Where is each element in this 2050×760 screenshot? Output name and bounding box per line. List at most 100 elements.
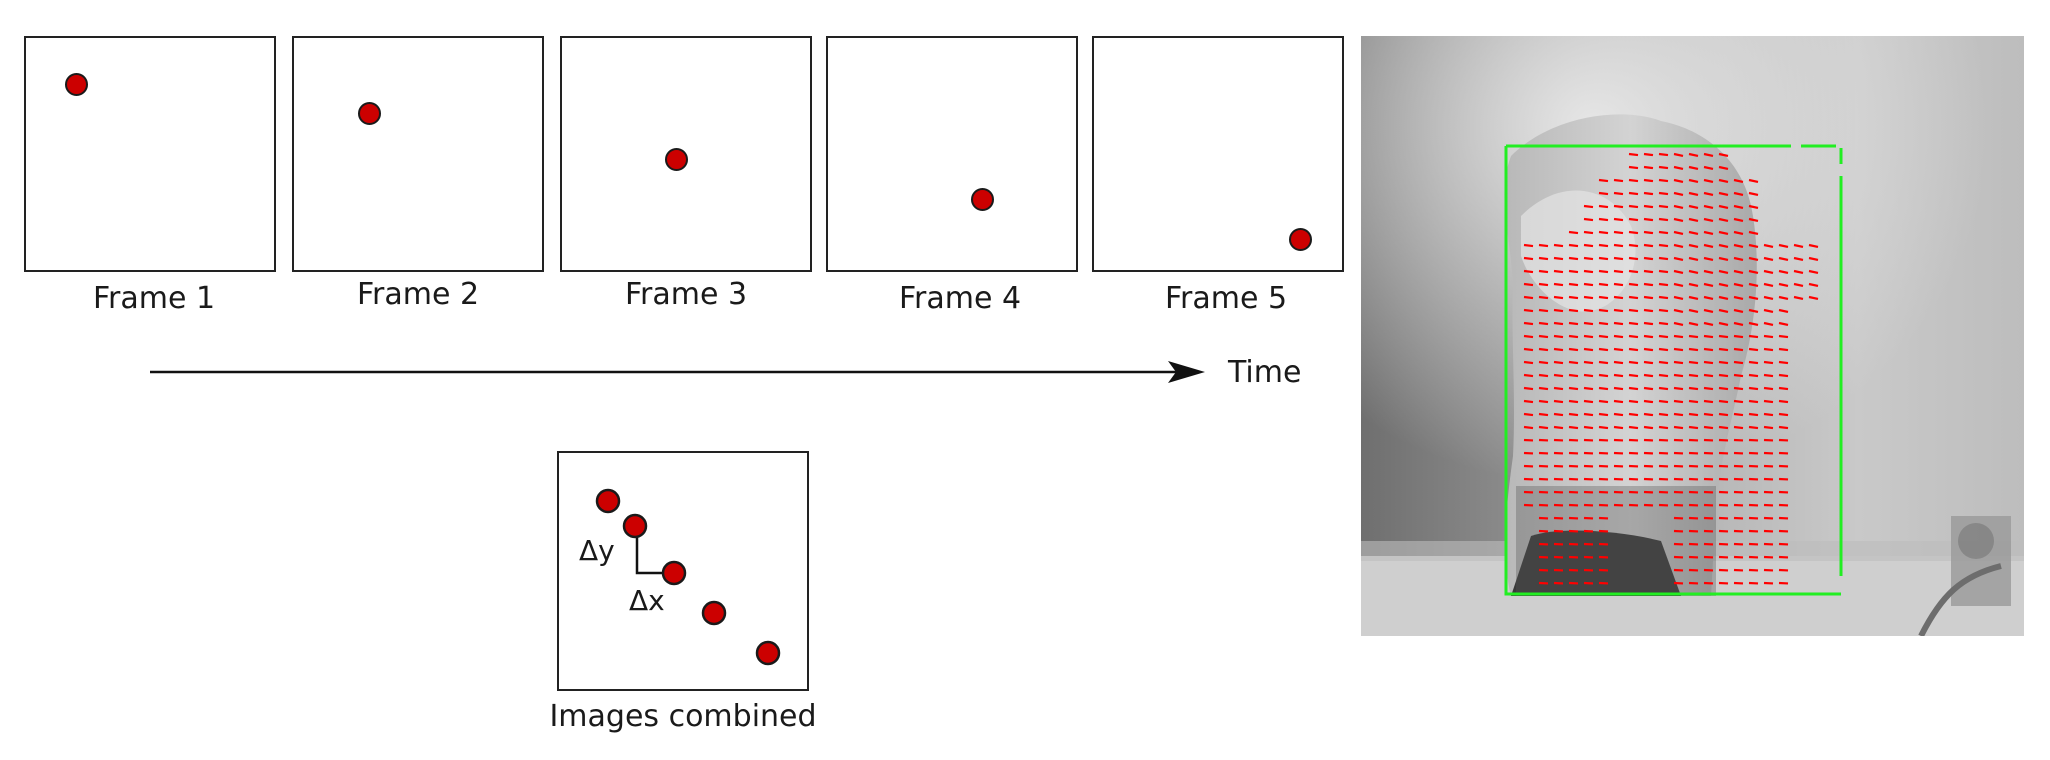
flow-vector [1778, 425, 1789, 430]
flow-vector [1658, 178, 1669, 183]
flow-vector [1673, 243, 1684, 249]
flow-vector [1553, 360, 1564, 365]
delta-bracket [635, 526, 672, 575]
flow-vector [1568, 373, 1579, 378]
frame-4-dot [971, 188, 994, 211]
flow-vector [1643, 269, 1654, 274]
flow-vector [1733, 373, 1744, 378]
combined-dot-4 [701, 600, 727, 626]
flow-vector [1703, 399, 1714, 404]
combined-frame-box: Δy Δx [557, 451, 809, 691]
flow-vector [1628, 230, 1639, 235]
flow-vector [1538, 308, 1549, 313]
flow-vector [1673, 347, 1684, 352]
combined-label: Images combined [549, 699, 817, 734]
flow-vector [1658, 373, 1669, 378]
flow-vector [1628, 373, 1639, 378]
flow-vector [1763, 282, 1774, 288]
flow-vector [1598, 217, 1609, 222]
flow-vector [1763, 399, 1774, 404]
flow-vector [1718, 191, 1729, 197]
flow-vector [1778, 269, 1789, 275]
frame-5-box [1092, 36, 1344, 272]
flow-vector [1718, 256, 1729, 262]
flow-vector [1628, 412, 1639, 417]
flow-vector [1568, 386, 1579, 391]
flow-vector [1673, 373, 1684, 378]
flow-vector [1643, 425, 1654, 430]
flow-vector [1643, 204, 1654, 209]
flow-vector [1748, 191, 1759, 197]
flow-vector [1553, 399, 1564, 404]
flow-vector [1688, 412, 1699, 417]
flow-vector [1688, 243, 1699, 249]
flow-vector [1598, 373, 1609, 378]
flow-vector [1568, 360, 1579, 365]
flow-vector [1703, 308, 1714, 314]
flow-vector [1748, 256, 1759, 262]
frame-3-label: Frame 3 [624, 277, 748, 312]
flow-vector [1583, 217, 1594, 222]
flow-vector [1748, 412, 1759, 417]
flow-vector [1538, 347, 1549, 352]
flow-vector [1703, 178, 1714, 184]
frame-1-box [24, 36, 276, 272]
combined-diagram: Δy Δx [579, 488, 781, 666]
flow-vector [1658, 321, 1669, 326]
flow-vector [1583, 360, 1594, 365]
flow-vector [1673, 256, 1684, 262]
flow-vector [1673, 165, 1684, 171]
flow-vector [1748, 373, 1759, 378]
flow-vector [1628, 308, 1639, 313]
flow-vector [1523, 425, 1534, 430]
flow-vector [1718, 152, 1729, 158]
flow-vector [1643, 360, 1654, 365]
flow-vector [1598, 425, 1609, 430]
flow-vector [1673, 191, 1684, 197]
flow-vector [1733, 347, 1744, 352]
flow-vector [1703, 425, 1714, 430]
flow-vector [1703, 256, 1714, 262]
flow-vector [1613, 308, 1624, 313]
flow-vector [1643, 347, 1654, 352]
flow-vector [1673, 399, 1684, 404]
flow-vector [1673, 386, 1684, 391]
flow-vector [1643, 230, 1654, 235]
flow-vector [1658, 243, 1669, 248]
frame-4-box [826, 36, 1078, 272]
flow-vector [1748, 347, 1759, 352]
flow-vector [1748, 204, 1759, 210]
flow-vector [1748, 308, 1759, 314]
flow-vector [1703, 412, 1714, 417]
flow-vector [1628, 360, 1639, 365]
flow-vector [1523, 256, 1534, 261]
flow-vector [1583, 243, 1594, 248]
flow-vector [1703, 282, 1714, 288]
flow-vector [1808, 269, 1819, 275]
flow-vector [1523, 334, 1534, 339]
flow-vector [1778, 412, 1789, 417]
flow-vector [1748, 386, 1759, 391]
combined-dot-2 [622, 513, 648, 539]
flow-vector [1643, 191, 1654, 196]
flow-vector [1613, 425, 1624, 430]
flow-vector [1733, 204, 1744, 210]
flow-vector [1628, 165, 1639, 170]
flow-vector [1643, 321, 1654, 326]
flow-vector [1778, 373, 1789, 378]
flow-vector [1523, 269, 1534, 274]
flow-vector [1568, 308, 1579, 313]
time-arrow [150, 361, 1205, 383]
frame-5-label: Frame 5 [1164, 281, 1288, 316]
flow-vector [1673, 178, 1684, 184]
flow-vector [1538, 386, 1549, 391]
flow-vector [1718, 347, 1729, 352]
flow-vector [1733, 256, 1744, 262]
flow-vector [1688, 308, 1699, 314]
flow-vector [1688, 152, 1699, 158]
flow-vector [1763, 308, 1774, 314]
flow-vector [1703, 295, 1714, 301]
flow-vector [1598, 191, 1609, 196]
flow-vector [1748, 399, 1759, 404]
time-label: Time [1228, 355, 1302, 390]
